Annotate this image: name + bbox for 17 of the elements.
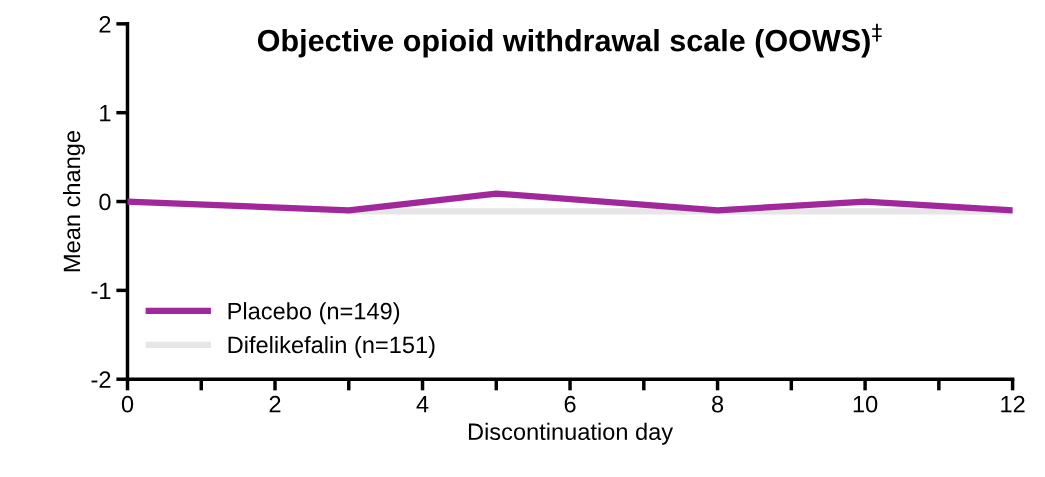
x-tick-label: 2 [269, 395, 281, 413]
x-tick-label: 12 [1001, 395, 1025, 413]
x-tick-label: 0 [121, 395, 134, 413]
x-axis-title: Discontinuation day [468, 422, 674, 445]
chart-title: Objective opioid withdrawal scale (OOWS)$^{‡}$ [257, 23, 882, 58]
y-tick-label: 1 [100, 105, 111, 122]
y-tick-label: -1 [91, 282, 111, 299]
y-axis-title: Mean change [62, 131, 85, 272]
y-tick-label: -2 [91, 371, 111, 388]
legend-label: Difelikefalin (n=151) [228, 335, 435, 358]
y-tick-label: 0 [99, 193, 111, 211]
x-tick-label: 4 [416, 396, 429, 413]
x-tick-label: 8 [712, 395, 724, 413]
x-tick-label: 10 [853, 395, 878, 413]
x-tick-label: 6 [564, 395, 576, 413]
y-tick-label: 2 [99, 15, 111, 33]
legend-label: Placebo (n=149) [228, 302, 400, 325]
